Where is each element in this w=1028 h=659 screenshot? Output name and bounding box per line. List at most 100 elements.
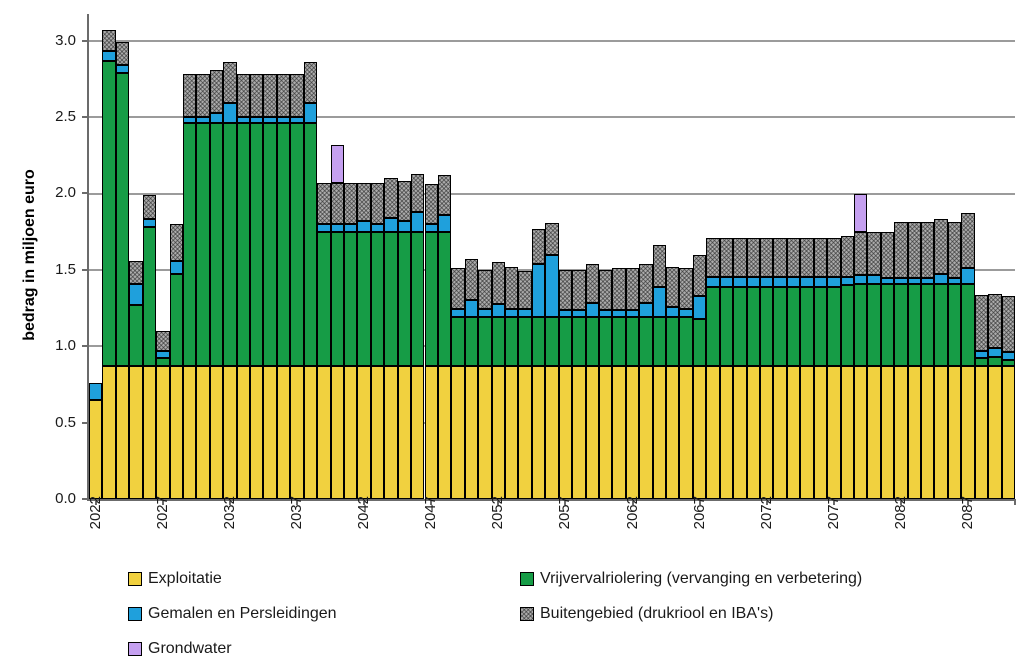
bar-segment-exploitatie	[719, 366, 734, 499]
bar-segment-exploitatie	[250, 366, 264, 499]
y-tick-label: 1.5	[55, 260, 76, 278]
bar-segment-exploitatie	[142, 366, 157, 499]
bar-segment-gemalen	[598, 309, 613, 318]
x-tick-2032	[228, 499, 231, 505]
bar-segment-buitengebied	[692, 254, 707, 296]
bar-segment-vrijverval	[518, 317, 532, 367]
x-tick-2042	[363, 499, 366, 505]
bar-segment-exploitatie	[451, 366, 465, 499]
bar-segment-exploitatie	[974, 366, 989, 499]
y-axis-line	[87, 14, 89, 501]
bar-segment-vrijverval	[934, 284, 948, 367]
legend-swatch-vrijverval	[520, 572, 534, 586]
bar-segment-gemalen	[760, 276, 774, 287]
bar-segment-exploitatie	[397, 366, 412, 499]
bar-segment-gemalen	[102, 51, 116, 61]
bar-segment-buitengebied	[411, 173, 425, 212]
bar-segment-gemalen	[907, 277, 922, 285]
bar-segment-gemalen	[209, 112, 224, 124]
bar-segment-exploitatie	[196, 366, 210, 499]
bar-segment-exploitatie	[988, 366, 1002, 499]
bar-segment-gemalen	[464, 300, 479, 318]
bar-segment-buitengebied	[370, 182, 385, 225]
x-tick-label: 2052	[489, 496, 507, 530]
bar-segment-buitengebied	[451, 268, 465, 309]
bar-segment-vrijverval	[760, 286, 774, 367]
bar-segment-buitengebied	[921, 221, 935, 278]
legend-label-grondwater: Grondwater	[148, 640, 232, 657]
bar-segment-exploitatie	[639, 366, 653, 499]
bar-segment-exploitatie	[290, 366, 304, 499]
y-tick-1.0	[82, 345, 89, 348]
bar-segment-buitengebied	[478, 269, 492, 309]
bar-segment-exploitatie	[961, 366, 975, 499]
bar-segment-buitengebied	[424, 184, 438, 225]
bar-segment-gemalen	[666, 306, 680, 318]
bar-segment-exploitatie	[531, 366, 546, 499]
bar-segment-buitengebied	[706, 237, 720, 277]
bar-segment-buitengebied	[518, 271, 532, 309]
bar-segment-exploitatie	[652, 366, 667, 499]
bar-segment-buitengebied	[182, 74, 197, 118]
bar-segment-exploitatie	[585, 366, 599, 499]
bar-segment-exploitatie	[223, 366, 237, 499]
bar-segment-buitengebied	[531, 228, 546, 264]
bar-segment-buitengebied	[129, 260, 143, 284]
bar-segment-buitengebied	[746, 237, 760, 277]
bar-segment-buitengebied	[115, 42, 130, 66]
bar-segment-buitengebied	[625, 268, 640, 310]
gridline-2.0	[89, 192, 1015, 195]
bar-segment-exploitatie	[169, 366, 183, 499]
x-tick-2077	[832, 499, 835, 505]
bar-segment-gemalen	[115, 65, 130, 73]
bar-segment-exploitatie	[867, 366, 881, 499]
x-tick-label: 2037	[288, 496, 305, 530]
y-tick-0.5	[82, 421, 89, 424]
bar-segment-gemalen	[317, 224, 331, 232]
bar-segment-exploitatie	[545, 366, 559, 499]
bar-segment-gemalen	[411, 211, 425, 232]
bar-segment-gemalen	[813, 276, 828, 287]
bar-segment-vrijverval	[733, 286, 747, 367]
y-tick-label: 0.0	[55, 490, 76, 507]
bar-segment-exploitatie	[317, 366, 331, 499]
bar-segment-buitengebied	[988, 293, 1002, 348]
legend-swatch-gemalen	[128, 607, 142, 621]
bar-segment-vrijverval	[880, 283, 895, 367]
x-tick-2072	[765, 499, 768, 505]
bar-segment-gemalen	[343, 224, 358, 232]
bar-segment-exploitatie	[572, 366, 586, 499]
bar-segment-buitengebied	[384, 178, 398, 218]
x-tick-label: 2022	[86, 496, 104, 530]
bar-segment-gemalen	[545, 254, 559, 318]
bar-segment-buitengebied	[236, 74, 251, 118]
bar-segment-buitengebied	[397, 181, 412, 221]
bar-segment-buitengebied	[250, 74, 264, 118]
bar-segment-gemalen	[142, 219, 157, 228]
legend-label-exploitatie: Exploitatie	[148, 570, 222, 587]
bar-segment-vrijverval	[250, 123, 264, 367]
bar-segment-vrijverval	[800, 286, 814, 367]
bar-segment-exploitatie	[947, 366, 962, 499]
bar-segment-gemalen	[692, 295, 707, 319]
bar-segment-gemalen	[397, 221, 412, 232]
y-tick-2.5	[82, 116, 89, 119]
y-tick-label: 2.0	[55, 184, 76, 202]
bar-segment-gemalen	[800, 276, 814, 287]
bar-segment-gemalen	[746, 276, 760, 287]
bar-segment-vrijverval	[209, 123, 224, 367]
legend-swatch-exploitatie	[128, 572, 142, 586]
bar-segment-gemalen	[169, 260, 183, 275]
bar-segment-exploitatie	[907, 366, 922, 499]
bar-segment-vrijverval	[223, 123, 237, 367]
bar-segment-vrijverval	[276, 123, 291, 367]
bar-segment-vrijverval	[478, 317, 492, 367]
bar-segment-gemalen	[719, 276, 734, 287]
bar-segment-exploitatie	[786, 366, 801, 499]
bar-segment-buitengebied	[464, 259, 479, 301]
bar-segment-gemalen	[357, 221, 371, 232]
bar-segment-gemalen	[625, 309, 640, 318]
bar-segment-buitengebied	[343, 182, 358, 225]
bar-segment-buitengebied	[612, 268, 626, 310]
bar-segment-gemalen	[934, 274, 948, 285]
